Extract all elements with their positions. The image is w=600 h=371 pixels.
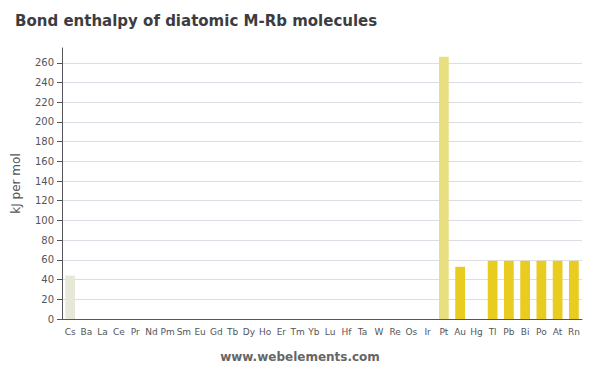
svg-text:Au: Au [454, 327, 466, 337]
svg-text:Pt: Pt [439, 327, 448, 337]
svg-text:Nd: Nd [145, 327, 157, 337]
svg-text:Re: Re [389, 327, 401, 337]
svg-text:100: 100 [35, 215, 54, 226]
svg-text:200: 200 [35, 116, 54, 127]
svg-text:Ba: Ba [81, 327, 93, 337]
svg-text:Rn: Rn [568, 327, 580, 337]
svg-text:At: At [553, 327, 563, 337]
svg-text:Tl: Tl [488, 327, 497, 337]
svg-text:Yb: Yb [307, 327, 319, 337]
svg-text:Bi: Bi [521, 327, 530, 337]
svg-text:Ir: Ir [424, 327, 431, 337]
svg-text:260: 260 [35, 57, 54, 68]
svg-text:40: 40 [41, 274, 54, 285]
svg-text:Tm: Tm [289, 327, 304, 337]
svg-text:Hf: Hf [341, 327, 352, 337]
svg-text:240: 240 [35, 77, 54, 88]
svg-text:180: 180 [35, 136, 54, 147]
svg-text:Bond enthalpy of diatomic M-Rb: Bond enthalpy of diatomic M-Rb molecules [15, 12, 377, 30]
svg-text:Hg: Hg [470, 327, 482, 337]
svg-text:140: 140 [35, 176, 54, 187]
svg-text:60: 60 [41, 254, 54, 265]
svg-text:W: W [374, 327, 383, 337]
svg-text:Eu: Eu [194, 327, 205, 337]
svg-text:Ta: Ta [357, 327, 368, 337]
svg-text:Os: Os [405, 327, 417, 337]
svg-text:Er: Er [277, 327, 287, 337]
svg-text:Lu: Lu [325, 327, 336, 337]
svg-text:Tb: Tb [226, 327, 238, 337]
svg-text:La: La [97, 327, 108, 337]
svg-text:220: 220 [35, 97, 54, 108]
svg-text:Po: Po [536, 327, 547, 337]
svg-text:80: 80 [41, 235, 54, 246]
svg-text:www.webelements.com: www.webelements.com [220, 350, 380, 364]
svg-text:Pm: Pm [161, 327, 175, 337]
svg-text:Ho: Ho [259, 327, 272, 337]
svg-text:Cs: Cs [65, 327, 76, 337]
svg-text:Ce: Ce [113, 327, 125, 337]
svg-text:Pb: Pb [503, 327, 514, 337]
svg-text:Sm: Sm [177, 327, 191, 337]
svg-text:160: 160 [35, 156, 54, 167]
svg-text:Gd: Gd [210, 327, 223, 337]
svg-text:20: 20 [41, 294, 54, 305]
svg-text:Pr: Pr [131, 327, 140, 337]
svg-text:0: 0 [48, 314, 54, 325]
svg-text:Dy: Dy [243, 327, 256, 337]
svg-text:120: 120 [35, 195, 54, 206]
svg-text:kJ per mol: kJ per mol [9, 153, 23, 213]
